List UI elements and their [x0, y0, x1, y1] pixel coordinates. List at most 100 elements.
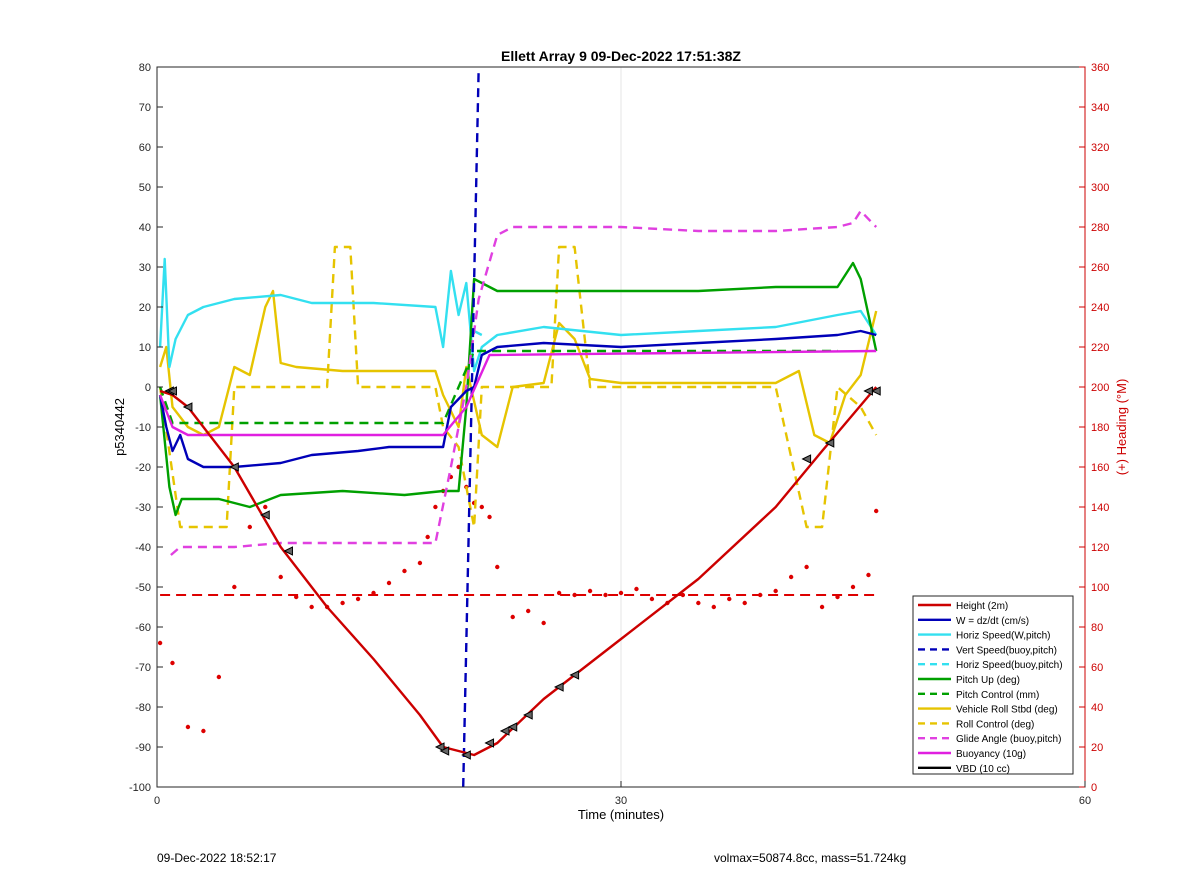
x-axis-label: Time (minutes) — [578, 807, 664, 822]
y2-tick-label: 140 — [1091, 502, 1109, 514]
height-marker — [523, 710, 533, 720]
heading-point — [742, 600, 747, 606]
x-tick-label: 30 — [615, 795, 627, 807]
y2-tick-label: 0 — [1091, 782, 1097, 794]
series-line-9 — [170, 209, 878, 556]
heading-point — [866, 572, 871, 578]
y2-tick-label: 80 — [1091, 622, 1103, 634]
height-marker — [434, 742, 445, 752]
x-tick-label: 60 — [1079, 795, 1091, 807]
heading-point — [649, 596, 655, 602]
heading-point — [510, 614, 515, 620]
heading-point — [170, 660, 175, 666]
height-marker — [439, 746, 450, 756]
heading-point — [634, 586, 639, 592]
series-line-10 — [158, 349, 877, 437]
y-tick-label: 70 — [139, 102, 151, 114]
height-marker — [507, 722, 518, 732]
heading-point — [773, 588, 778, 594]
series-line-0 — [159, 386, 878, 757]
heading-point — [572, 592, 577, 598]
heading-point — [157, 640, 163, 646]
height-marker — [461, 750, 471, 760]
heading-point — [425, 534, 430, 540]
heading-point — [402, 568, 407, 574]
y-tick-label: -40 — [135, 542, 151, 554]
y-tick-label: 60 — [139, 142, 151, 154]
footer-vehicle-info: volmax=50874.8cc, mass=51.724kg — [714, 851, 907, 865]
heading-point — [309, 604, 314, 610]
y-tick-label: 30 — [139, 262, 151, 274]
heading-point — [433, 504, 438, 510]
y2-tick-label: 40 — [1091, 702, 1103, 714]
height-marker — [871, 386, 881, 396]
height-marker — [801, 454, 812, 464]
heading-point — [340, 600, 345, 606]
y-tick-label: 0 — [145, 382, 151, 394]
legend-label: Height (2m) — [956, 601, 1008, 612]
heading-point — [201, 728, 206, 734]
y2-tick-label: 220 — [1091, 342, 1109, 354]
footer-timestamp: 09-Dec-2022 18:52:17 — [157, 851, 277, 865]
heading-point — [487, 514, 492, 520]
heading-point — [804, 564, 809, 570]
y-tick-label: -90 — [135, 742, 151, 754]
height-marker — [484, 738, 495, 748]
y2-tick-label: 20 — [1091, 742, 1103, 754]
y-tick-label: -80 — [135, 702, 151, 714]
legend: Height (2m) W = dz/dt (cm/s) Horiz Speed(W… — [912, 595, 1074, 775]
y-tick-label: -10 — [135, 422, 151, 434]
heading-point — [495, 564, 500, 570]
heading-point — [479, 504, 484, 510]
heading-point — [618, 590, 624, 596]
y-tick-label: -100 — [129, 782, 151, 794]
y2-tick-label: 320 — [1091, 142, 1109, 154]
heading-point — [371, 590, 376, 596]
y2-tick-label: 240 — [1091, 302, 1109, 314]
height-marker — [167, 386, 177, 396]
heading-point — [278, 574, 283, 580]
heading-point — [247, 524, 252, 530]
y2-tick-label: 360 — [1091, 62, 1109, 74]
legend-label: W = dz/dt (cm/s) — [956, 616, 1029, 627]
y2-tick-label: 200 — [1091, 382, 1109, 394]
legend-label: Pitch Control (mm) — [956, 690, 1039, 701]
heading-point — [819, 604, 825, 610]
y-tick-label: 10 — [139, 342, 151, 354]
heading-point — [788, 574, 794, 580]
heading-point — [556, 590, 562, 596]
heading-point — [680, 592, 686, 598]
y-axis-label: p5340442 — [112, 398, 127, 456]
heading-point — [216, 674, 222, 680]
heading-point — [355, 596, 361, 602]
heading-point — [603, 592, 608, 598]
y2-tick-label: 260 — [1091, 262, 1109, 274]
y2-tick-label: 160 — [1091, 462, 1109, 474]
legend-label: Pitch Up (deg) — [956, 675, 1020, 686]
heading-point — [386, 580, 392, 586]
legend-box — [912, 595, 1074, 775]
y-tick-label: 20 — [139, 302, 151, 314]
heading-point — [874, 508, 879, 514]
y2-tick-label: 180 — [1091, 422, 1109, 434]
heading-point — [417, 560, 423, 566]
y-tick-label: -50 — [135, 582, 151, 594]
legend-label: Glide Angle (buoy,pitch) — [956, 734, 1061, 745]
height-marker — [260, 510, 270, 520]
heading-point — [185, 724, 191, 730]
y2-tick-label: 120 — [1091, 542, 1109, 554]
heading-point — [232, 584, 237, 590]
y-tick-label: 80 — [139, 62, 151, 74]
legend-label: VBD (10 cc) — [956, 764, 1010, 775]
y-tick-label: -70 — [135, 662, 151, 674]
heading-point — [541, 620, 546, 626]
heading-point — [758, 592, 763, 598]
legend-label: Roll Control (deg) — [956, 719, 1034, 730]
heading-point — [263, 504, 268, 510]
y2-tick-label: 60 — [1091, 662, 1103, 674]
height-marker — [182, 402, 193, 412]
legend-label: Horiz Speed(buoy,pitch) — [956, 660, 1063, 671]
y-tick-label: -30 — [135, 502, 151, 514]
series-line-1 — [158, 329, 877, 469]
